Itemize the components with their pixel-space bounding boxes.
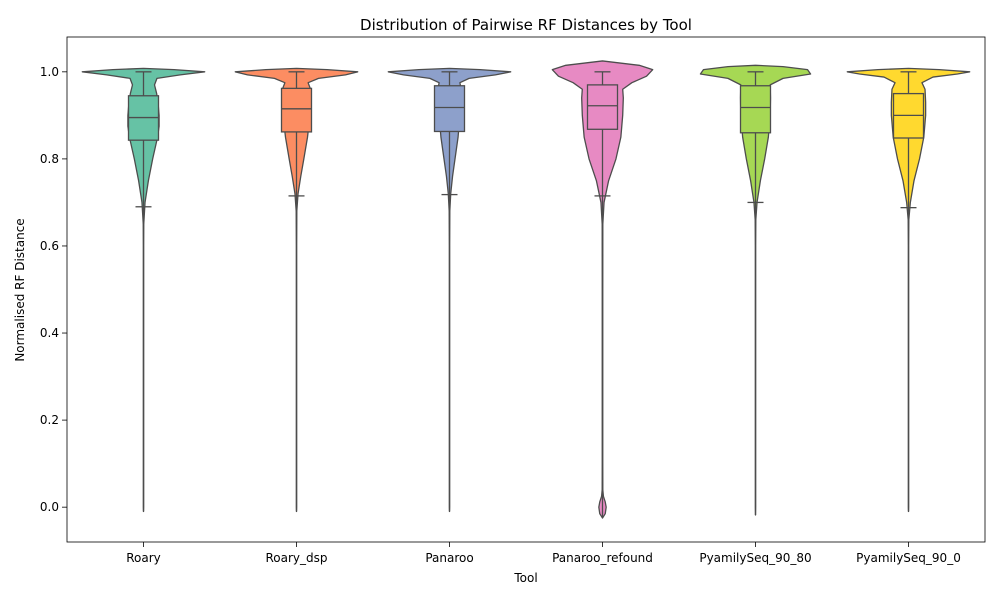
- x-tick-label: Panaroo: [425, 551, 473, 565]
- y-tick-label: 0.8: [40, 152, 59, 166]
- x-tick-label: Roary_dsp: [265, 551, 327, 565]
- plot-frame: [66, 36, 986, 543]
- violin-roary-dsp: [234, 67, 359, 513]
- violin-panaroo: [387, 67, 512, 513]
- iqr-box: [739, 85, 772, 134]
- iqr-box: [586, 84, 619, 130]
- y-tick-label: 0.2: [40, 413, 59, 427]
- x-tick-label: PyamilySeq_90_80: [699, 551, 811, 565]
- iqr-box: [280, 87, 313, 133]
- x-tick-label: PyamilySeq_90_0: [856, 551, 961, 565]
- violin-panaroo-refound: [551, 60, 654, 519]
- y-tick-label: 0.6: [40, 239, 59, 253]
- plot-area: [81, 60, 971, 519]
- iqr-box: [433, 85, 466, 133]
- x-axis: Roary Roary_dsp Panaroo Panaroo_refound Pyam…: [126, 542, 961, 565]
- x-axis-label: Tool: [513, 571, 537, 585]
- violin-pyamilyseq-90-0: [846, 67, 971, 513]
- violin-pyamilyseq-90-80: [699, 64, 812, 516]
- y-axis: 0.0 0.2 0.4 0.6 0.8 1.0: [40, 65, 67, 514]
- x-tick-label: Roary: [126, 551, 161, 565]
- y-tick-label: 0.4: [40, 326, 59, 340]
- y-axis-label: Normalised RF Distance: [13, 218, 27, 361]
- x-tick-label: Panaroo_refound: [552, 551, 653, 565]
- violin-roary: [81, 67, 206, 513]
- y-tick-label: 0.0: [40, 500, 59, 514]
- chart-title: Distribution of Pairwise RF Distances by…: [360, 16, 692, 34]
- y-tick-label: 1.0: [40, 65, 59, 79]
